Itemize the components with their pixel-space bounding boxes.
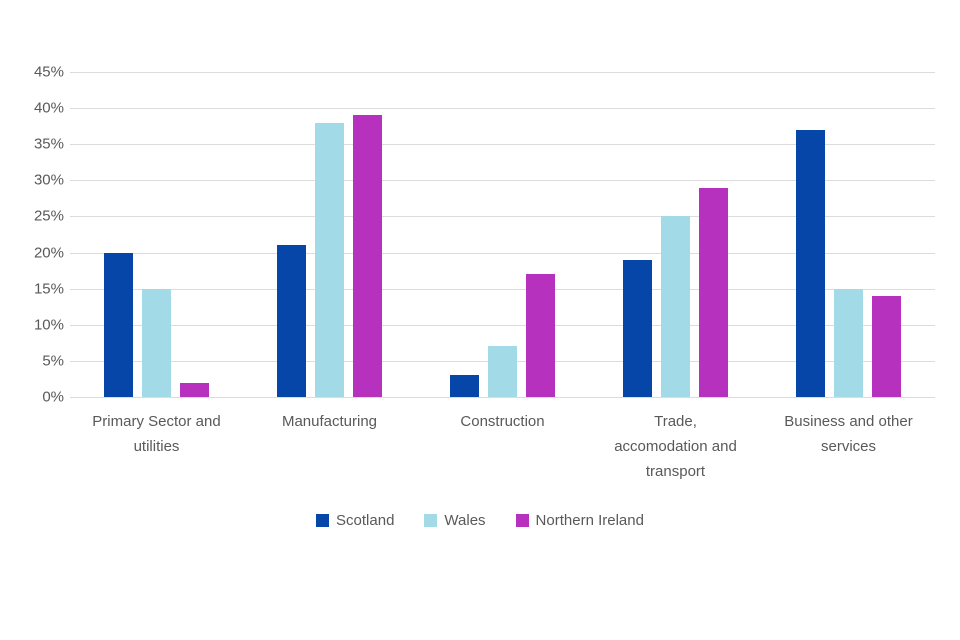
bar-wales-business-and-other-services — [834, 288, 863, 397]
legend-swatch-icon — [316, 514, 330, 527]
y-tick-label-25pct: 25% — [33, 207, 64, 225]
category-label-line: accomodation and — [614, 437, 737, 455]
bar-northern-ireland-construction — [526, 274, 555, 397]
bar-group-manufacturing — [243, 72, 416, 397]
bar-scotland-trade-accomodation-and-transport — [623, 259, 652, 397]
bar-scotland-primary-sector-and-utilities — [104, 252, 133, 397]
legend-swatch-icon — [515, 514, 529, 527]
bar-northern-ireland-business-and-other-services — [872, 295, 901, 397]
gridline-0pct — [70, 397, 935, 398]
gridline-15pct — [70, 288, 935, 290]
category-label-trade-accomodation-and-transport: Trade, accomodation and transport — [589, 410, 762, 484]
plot-area — [70, 72, 935, 398]
category-label-manufacturing: Manufacturing — [243, 410, 416, 484]
y-tick-label-15pct: 15% — [33, 280, 64, 298]
legend-label: Scotland — [336, 512, 395, 529]
gridline-25pct — [70, 216, 935, 218]
category-label-construction: Construction — [416, 410, 589, 484]
legend-swatch-icon — [424, 514, 438, 527]
bar-group-trade-accomodation-and-transport — [589, 72, 762, 397]
y-tick-label-20pct: 20% — [33, 244, 64, 262]
legend-item-northern-ireland: Northern Ireland — [515, 512, 644, 529]
legend-item-scotland: Scotland — [316, 512, 394, 529]
bar-northern-ireland-manufacturing — [353, 115, 382, 397]
bar-wales-trade-accomodation-and-transport — [661, 216, 690, 397]
bar-scotland-construction — [450, 375, 479, 397]
category-label-line: utilities — [133, 437, 180, 455]
y-tick-label-35pct: 35% — [33, 135, 64, 153]
category-label-primary-sector-and-utilities: Primary Sector and utilities — [70, 410, 243, 484]
category-label-line: transport — [645, 462, 706, 480]
bar-northern-ireland-primary-sector-and-utilities — [180, 382, 209, 397]
y-axis-tick-labels: 45% 40% 35% 30% 25% 20% 15% 10% 5% 0% — [8, 65, 64, 405]
bar-wales-construction — [488, 346, 517, 397]
bar-scotland-business-and-other-services — [796, 129, 825, 397]
legend-item-wales: Wales — [424, 512, 486, 529]
y-tick-label-45pct: 45% — [33, 63, 64, 81]
bar-wales-manufacturing — [315, 122, 344, 397]
bar-group-primary-sector-and-utilities — [70, 72, 243, 397]
bar-northern-ireland-trade-accomodation-and-transport — [699, 187, 728, 397]
gridline-40pct — [70, 108, 935, 110]
category-label-line: Business and other — [784, 413, 913, 430]
legend-label: Wales — [444, 512, 486, 529]
y-tick-label-40pct: 40% — [33, 99, 64, 117]
bar-group-business-and-other-services — [762, 72, 935, 397]
category-label-line: Construction — [460, 413, 545, 430]
category-label-line: Trade, — [654, 413, 697, 430]
gridline-20pct — [70, 252, 935, 254]
gridline-30pct — [70, 180, 935, 182]
x-axis-category-labels: Primary Sector and utilities Manufacturing… — [70, 410, 935, 484]
legend-label: Northern Ireland — [535, 512, 644, 529]
y-tick-label-5pct: 5% — [42, 352, 64, 370]
bar-wales-primary-sector-and-utilities — [142, 288, 171, 397]
category-label-line: Manufacturing — [281, 413, 378, 430]
bar-groups — [70, 72, 935, 397]
category-label-line: Primary Sector and — [92, 413, 221, 430]
y-tick-label-30pct: 30% — [33, 171, 64, 189]
legend: Scotland Wales Northern Ireland — [0, 512, 960, 529]
y-tick-label-0pct: 0% — [42, 388, 64, 406]
y-tick-label-10pct: 10% — [33, 316, 64, 334]
gridline-45pct — [70, 72, 935, 73]
category-label-line: services — [820, 437, 876, 455]
bar-group-construction — [416, 72, 589, 397]
gridline-10pct — [70, 324, 935, 326]
category-label-business-and-other-services: Business and other services — [762, 410, 935, 484]
bar-scotland-manufacturing — [277, 245, 306, 397]
gridline-35pct — [70, 144, 935, 146]
